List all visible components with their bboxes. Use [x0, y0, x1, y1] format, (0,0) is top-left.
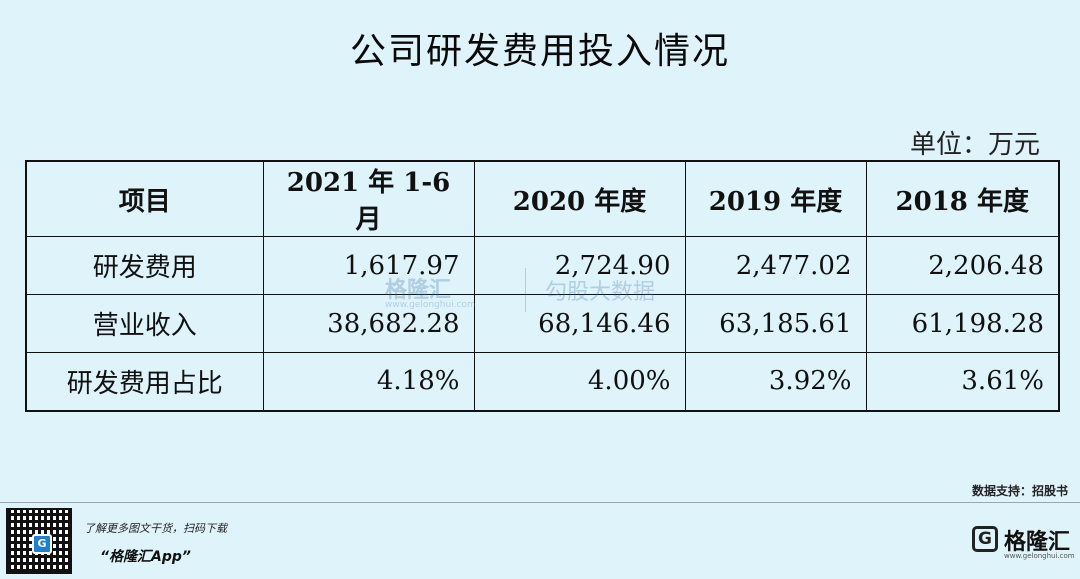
- row-label: 营业收入: [25, 294, 264, 353]
- table-cell: 61,198.28: [865, 294, 1060, 353]
- qr-code-icon[interactable]: G: [6, 508, 72, 574]
- footer-divider: [0, 502, 1080, 503]
- promo-text: 了解更多图文干货，扫码下载: [84, 522, 227, 535]
- financial-table: 项目 2021 年 1-6 月 2020 年度 2019 年度 2018 年度 …: [25, 160, 1060, 412]
- table-cell: 4.18%: [262, 352, 475, 411]
- table-cell: 2,477.02: [684, 236, 867, 295]
- header-2018: 2018 年度: [865, 160, 1060, 237]
- page-title: 公司研发费用投入情况: [349, 31, 730, 72]
- table-cell: 63,185.61: [684, 294, 867, 353]
- header-item: 项目: [25, 160, 264, 237]
- header-2019: 2019 年度: [684, 160, 867, 237]
- gelonghui-logo-icon: G: [972, 526, 998, 552]
- table-cell: 68,146.46: [473, 294, 686, 353]
- table-cell: 4.00%: [473, 352, 686, 411]
- table-row: 研发费用占比 4.18% 4.00% 3.92% 3.61%: [25, 352, 1060, 411]
- table-cell: 3.92%: [684, 352, 867, 411]
- table-row: 研发费用 1,617.97 2,724.90 2,477.02 2,206.48: [25, 236, 1060, 295]
- header-2020: 2020 年度: [473, 160, 686, 237]
- promo-app-name: “格隆汇App”: [100, 549, 191, 565]
- qr-logo-icon: G: [32, 534, 52, 554]
- table-cell: 3.61%: [865, 352, 1060, 411]
- table-cell: 1,617.97: [262, 236, 475, 295]
- table-cell: 2,206.48: [865, 236, 1060, 295]
- brand-domain: www.gelonghui.com: [1004, 552, 1075, 560]
- table-cell: 2,724.90: [473, 236, 686, 295]
- data-source: 数据支持：招股书: [971, 484, 1068, 498]
- header-2021h1: 2021 年 1-6 月: [262, 160, 475, 237]
- table-header-row: 项目 2021 年 1-6 月 2020 年度 2019 年度 2018 年度: [25, 160, 1060, 237]
- table-row: 营业收入 38,682.28 68,146.46 63,185.61 61,19…: [25, 294, 1060, 353]
- brand-name: 格隆汇: [1004, 530, 1071, 555]
- row-label: 研发费用: [25, 236, 264, 295]
- unit-label: 单位：万元: [909, 130, 1040, 160]
- brand-logo: G 格隆汇 www.gelonghui.com: [972, 520, 1075, 570]
- row-label: 研发费用占比: [25, 352, 264, 411]
- table-cell: 38,682.28: [262, 294, 475, 353]
